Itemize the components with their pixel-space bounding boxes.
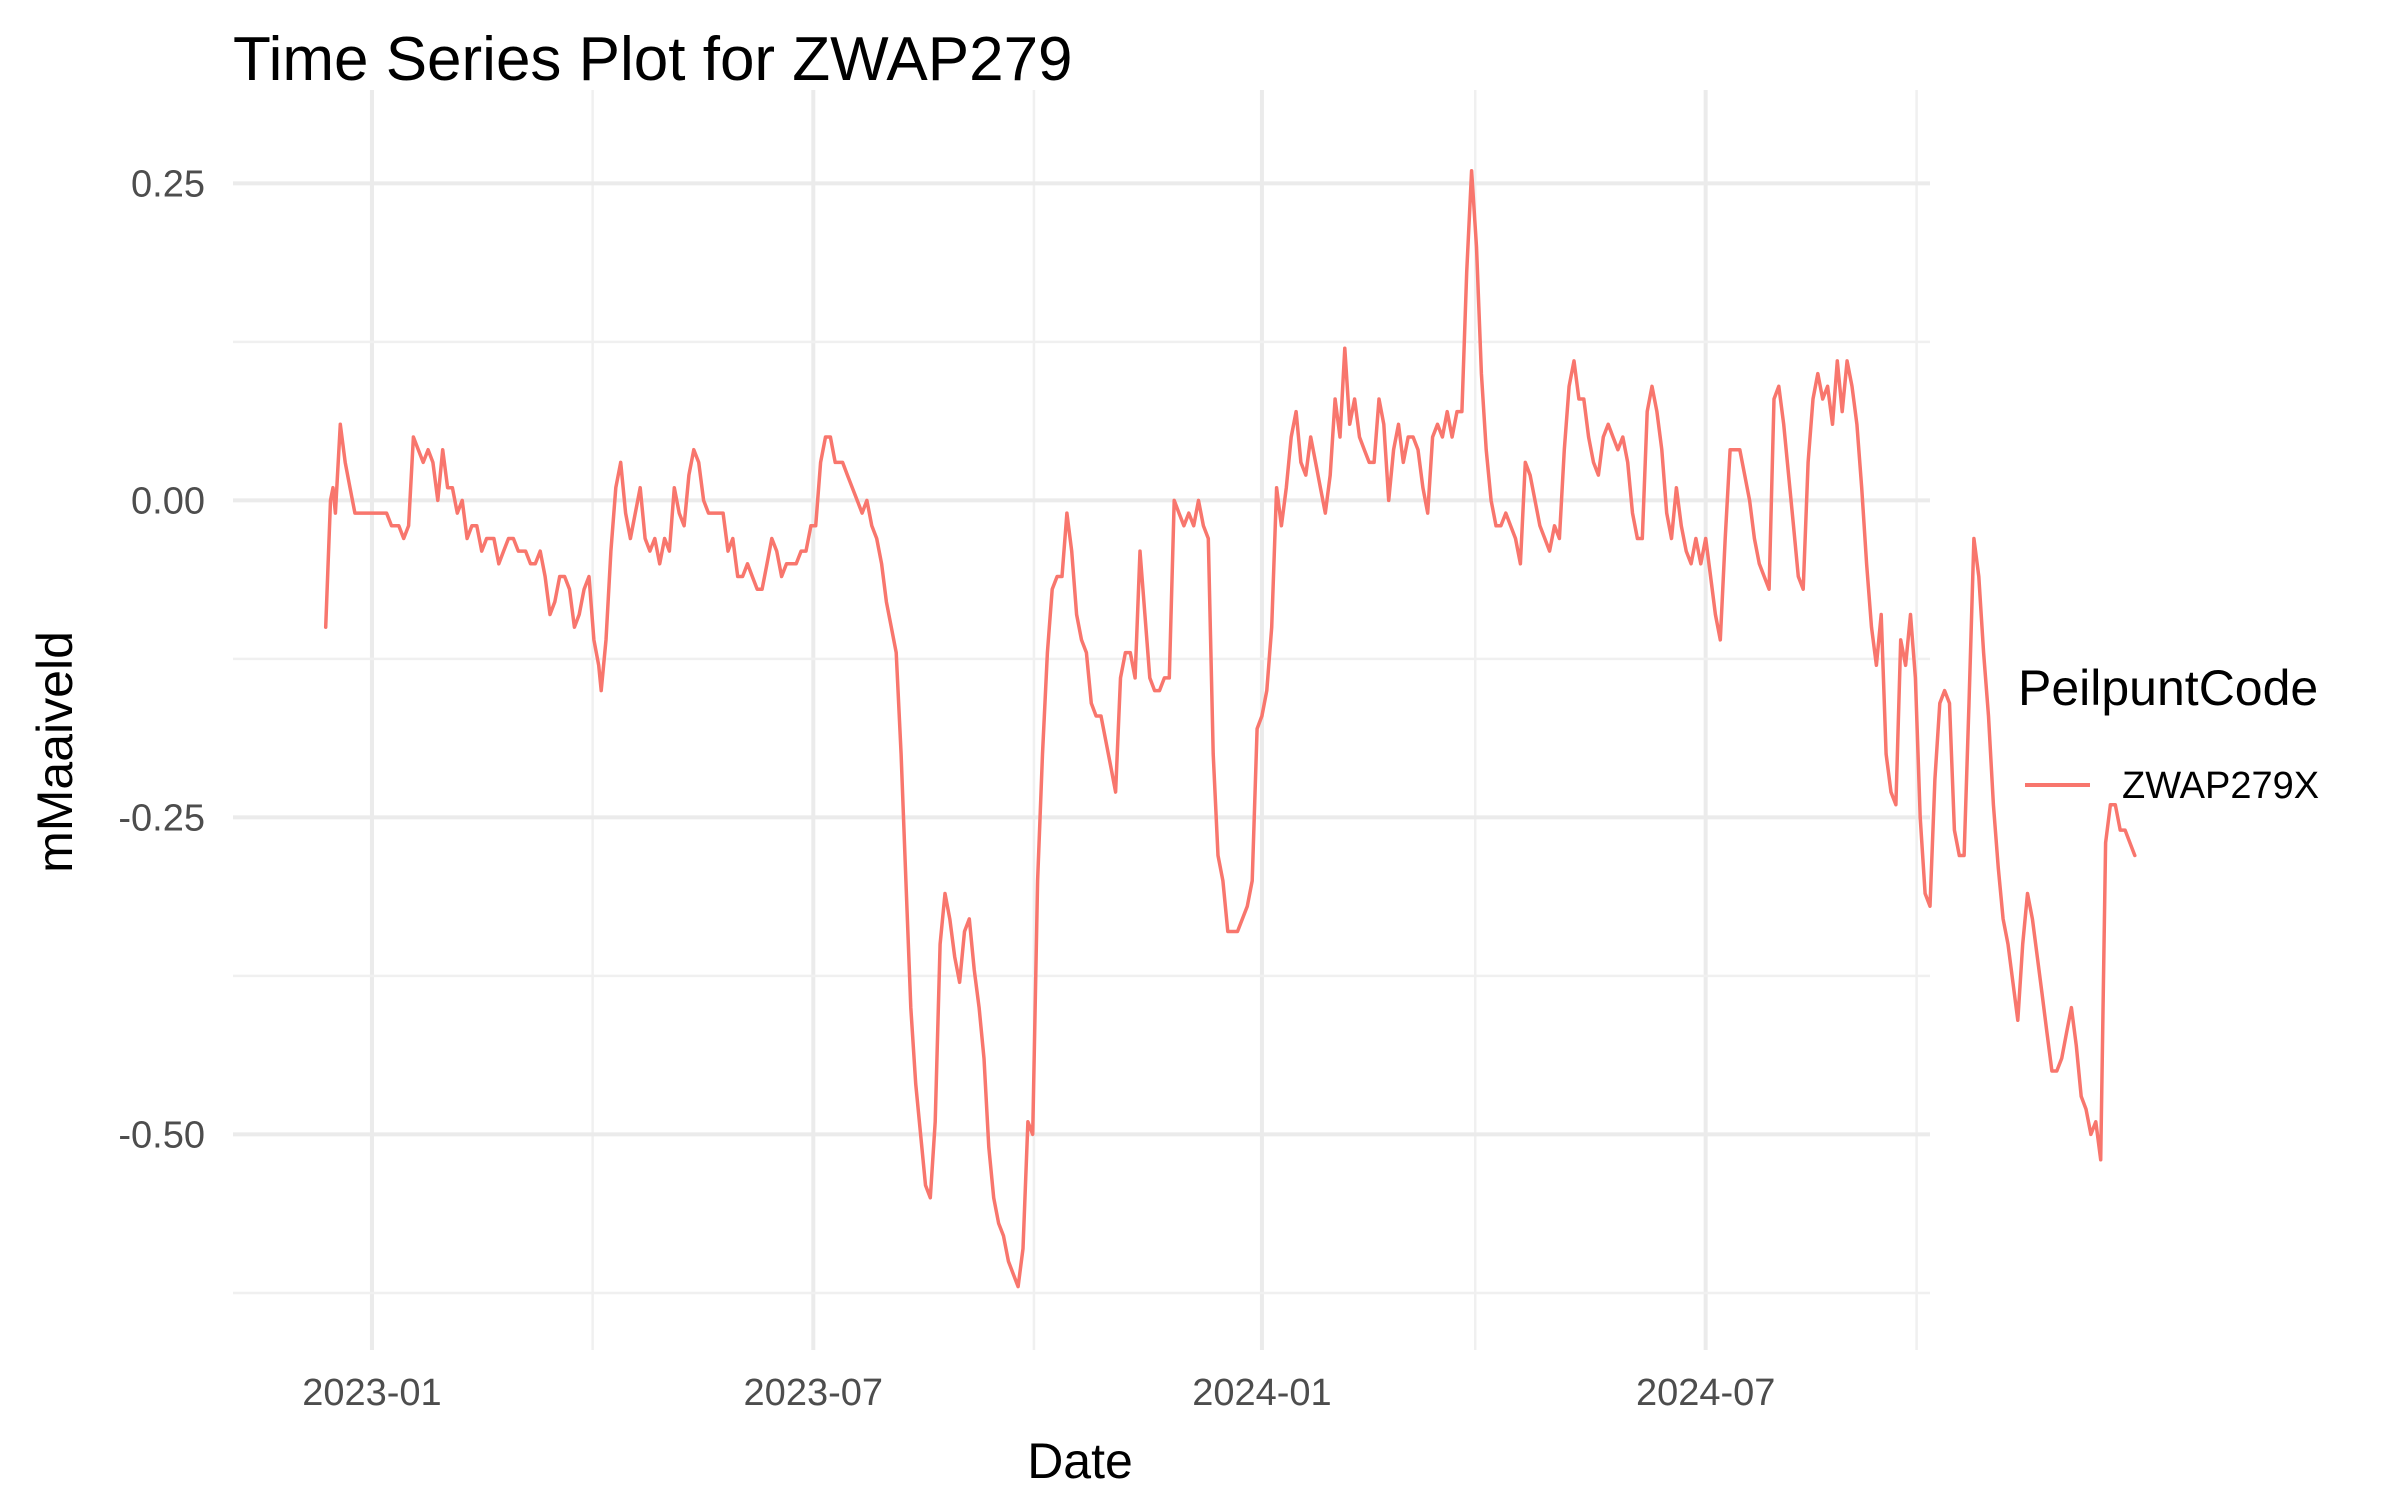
x-tick-labels: 2023-01 2023-07 2024-01 2024-07 — [302, 1372, 1775, 1414]
legend-label-zwap279x: ZWAP279X — [2122, 765, 2319, 807]
y-tick-labels: 0.25 0.00 -0.25 -0.50 — [118, 163, 205, 1156]
y-tick-label: 0.25 — [131, 163, 205, 205]
x-tick-label: 2023-01 — [302, 1372, 441, 1414]
legend-title: PeilpuntCode — [2018, 660, 2318, 716]
x-tick-label: 2023-07 — [744, 1372, 883, 1414]
chart-title: Time Series Plot for ZWAP279 — [233, 25, 1073, 94]
x-tick-label: 2024-07 — [1636, 1372, 1775, 1414]
y-axis-title: mMaaiveld — [27, 631, 83, 873]
x-tick-label: 2024-01 — [1192, 1372, 1331, 1414]
legend: PeilpuntCode ZWAP279X — [2018, 660, 2319, 807]
y-tick-label: -0.25 — [118, 797, 205, 839]
y-tick-label: -0.50 — [118, 1114, 205, 1156]
series-line-zwap279x — [323, 168, 2137, 1289]
grid — [233, 90, 1930, 1350]
y-tick-label: 0.00 — [131, 480, 205, 522]
x-axis-title: Date — [1027, 1433, 1133, 1489]
